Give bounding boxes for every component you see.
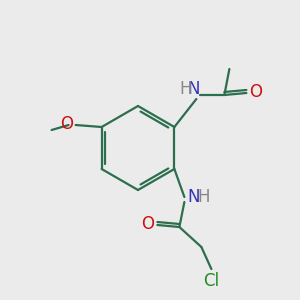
Text: N: N	[188, 188, 200, 206]
Text: O: O	[60, 115, 73, 133]
Text: H: H	[197, 188, 210, 206]
Text: O: O	[249, 83, 262, 101]
Text: O: O	[141, 215, 154, 233]
Text: Cl: Cl	[203, 272, 219, 290]
Text: H: H	[179, 80, 192, 98]
Text: N: N	[187, 80, 200, 98]
